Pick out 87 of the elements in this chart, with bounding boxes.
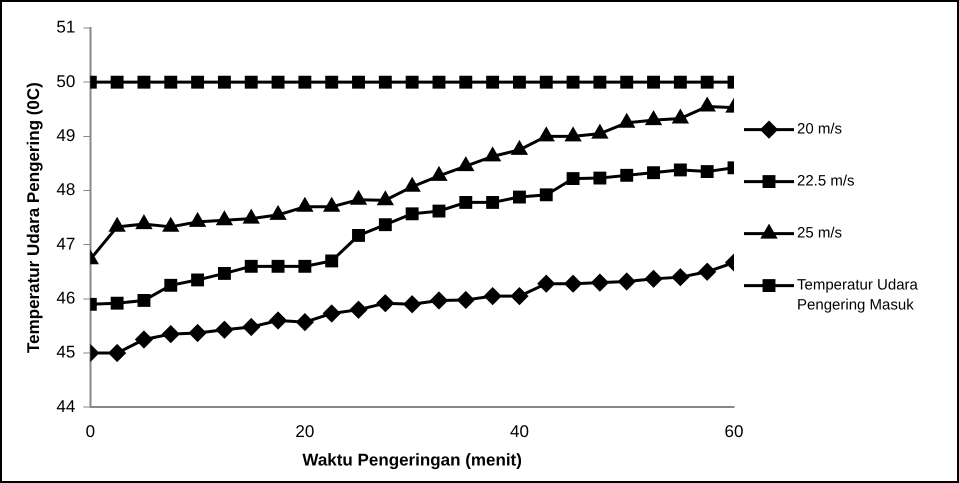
point — [674, 163, 687, 176]
point — [566, 76, 580, 89]
point — [540, 188, 553, 202]
point — [698, 263, 716, 280]
point — [296, 314, 314, 331]
x-tick-label: 20 — [295, 422, 314, 442]
point — [135, 330, 152, 348]
y-tick-label: 51 — [56, 18, 76, 37]
point — [432, 204, 446, 218]
point — [700, 165, 714, 178]
point — [191, 76, 204, 89]
point — [378, 218, 392, 232]
point — [459, 76, 472, 89]
point — [566, 172, 580, 186]
point — [244, 260, 258, 273]
y-tick-label: 44 — [56, 396, 76, 416]
point — [350, 301, 368, 318]
y-axis-title: Temperatur Udara Pengering (0C) — [24, 82, 43, 353]
point — [352, 76, 365, 89]
point — [510, 288, 528, 305]
y-tick-label: 48 — [56, 180, 76, 200]
point — [645, 270, 662, 288]
point — [430, 292, 448, 309]
point — [512, 76, 526, 89]
y-tick-label: 50 — [56, 72, 76, 91]
point — [162, 326, 180, 343]
point — [406, 76, 419, 89]
point — [325, 76, 338, 89]
point — [298, 260, 312, 273]
x-tick-label: 60 — [724, 422, 744, 442]
point — [538, 275, 555, 292]
point — [216, 321, 233, 338]
point — [672, 268, 689, 286]
legend-label: Temperatur Udara Pengering Masuk — [797, 276, 919, 314]
point — [376, 294, 394, 312]
point — [647, 76, 660, 89]
point — [591, 274, 608, 292]
legend-label: 20 m/s — [797, 120, 842, 138]
point — [108, 344, 126, 362]
point — [272, 260, 284, 273]
point — [700, 76, 714, 89]
point — [432, 76, 446, 89]
point — [272, 76, 284, 89]
point — [406, 207, 419, 220]
point — [618, 273, 636, 290]
point — [620, 76, 634, 89]
x-tick-label: 40 — [510, 422, 529, 442]
point — [138, 294, 150, 307]
point — [620, 168, 634, 182]
point — [593, 172, 606, 185]
point — [352, 229, 365, 242]
y-tick-label: 45 — [56, 342, 76, 362]
x-axis-title: Waktu Pengeringan (menit) — [302, 450, 522, 470]
point — [191, 273, 204, 286]
point — [593, 76, 606, 89]
point — [164, 76, 178, 89]
point — [325, 254, 338, 268]
point — [674, 76, 687, 89]
point — [244, 76, 258, 89]
point — [564, 275, 582, 292]
y-tick-label: 46 — [56, 288, 76, 308]
point — [323, 304, 340, 322]
point — [486, 196, 500, 209]
point — [404, 296, 421, 313]
point — [218, 266, 231, 280]
legend-label: 22.5 m/s — [797, 172, 855, 190]
point — [242, 318, 260, 336]
point — [298, 76, 312, 89]
point — [459, 196, 472, 209]
point — [218, 76, 231, 89]
point — [189, 324, 206, 342]
point — [270, 312, 287, 330]
point — [110, 76, 124, 89]
point — [484, 288, 502, 305]
y-tick-label: 47 — [56, 234, 76, 254]
legend-label: 25 m/s — [797, 224, 842, 242]
point — [647, 166, 660, 180]
point — [540, 76, 553, 89]
point — [164, 278, 178, 292]
point — [378, 76, 392, 89]
point — [486, 76, 500, 89]
point — [110, 296, 124, 310]
point — [138, 76, 150, 89]
x-tick-label: 0 — [86, 422, 96, 442]
point — [457, 291, 474, 308]
y-tick-label: 49 — [56, 126, 76, 146]
point — [512, 190, 526, 204]
